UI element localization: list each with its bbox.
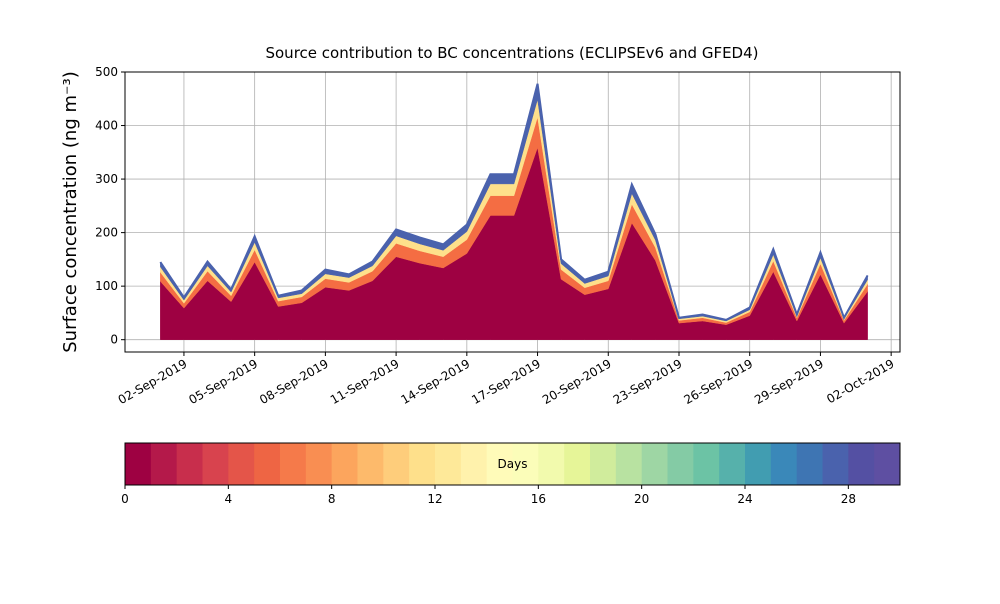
x-tick-label: 29-Sep-2019 xyxy=(752,356,826,407)
x-tick-label: 02-Sep-2019 xyxy=(116,356,190,407)
colorbar-cell xyxy=(667,443,694,485)
y-tick-label: 0 xyxy=(110,333,118,347)
y-tick-label: 400 xyxy=(95,119,118,133)
colorbar-cell xyxy=(874,443,901,485)
colorbar-cell xyxy=(564,443,591,485)
plot-frame xyxy=(124,71,901,353)
colorbar-cell xyxy=(409,443,436,485)
colorbar-tick-label: 24 xyxy=(737,492,752,506)
colorbar-cell xyxy=(512,443,539,485)
colorbar-cell xyxy=(822,443,849,485)
colorbar-cell xyxy=(357,443,384,485)
y-tick-label: 100 xyxy=(95,279,118,293)
colorbar-tick-label: 4 xyxy=(225,492,233,506)
y-tick-label: 300 xyxy=(95,172,118,186)
chart-title: Source contribution to BC concentrations… xyxy=(265,44,758,62)
x-tick-label: 14-Sep-2019 xyxy=(399,356,473,407)
y-axis-label: Surface concentration (ng m⁻³) xyxy=(60,71,81,353)
colorbar-cell xyxy=(796,443,823,485)
colorbar-cell xyxy=(305,443,333,485)
colorbar-cell xyxy=(848,443,875,485)
colorbar-cell xyxy=(641,443,668,485)
x-tick-label: 20-Sep-2019 xyxy=(540,356,614,407)
colorbar-cell xyxy=(538,443,565,485)
colorbar-cell xyxy=(719,443,746,485)
colorbar-tick-label: 16 xyxy=(531,492,546,506)
colorbar-cell xyxy=(383,443,410,485)
colorbar-cell xyxy=(125,443,152,485)
x-tick-label: 02-Oct-2019 xyxy=(824,356,896,406)
colorbar-cell xyxy=(460,443,488,485)
x-tick-label: 11-Sep-2019 xyxy=(328,356,402,407)
colorbar-cell xyxy=(150,443,178,485)
colorbar-cell xyxy=(280,443,307,485)
x-tick-label: 05-Sep-2019 xyxy=(186,356,260,407)
colorbar-cell xyxy=(590,443,617,485)
colorbar-cell xyxy=(486,443,513,485)
top-line xyxy=(159,83,869,321)
colorbar-cell xyxy=(228,443,255,485)
colorbar-tick-label: 12 xyxy=(427,492,442,506)
x-tick-label: 17-Sep-2019 xyxy=(469,356,543,407)
colorbar-tick-label: 8 xyxy=(328,492,336,506)
colorbar-cell xyxy=(435,443,462,485)
colorbar-tick-label: 20 xyxy=(634,492,649,506)
colorbar-tick-label: 28 xyxy=(841,492,856,506)
colorbar-frame xyxy=(124,442,901,486)
x-tick-label: 23-Sep-2019 xyxy=(611,356,685,407)
x-tick-label: 26-Sep-2019 xyxy=(681,356,755,407)
colorbar-cell xyxy=(615,443,643,485)
colorbar-cell xyxy=(745,443,772,485)
colorbar-cell xyxy=(254,443,281,485)
colorbar-cell xyxy=(331,443,358,485)
colorbar-cell xyxy=(176,443,203,485)
y-tick-label: 500 xyxy=(95,65,118,79)
colorbar-cell xyxy=(693,443,720,485)
colorbar-tick-label: 0 xyxy=(121,492,129,506)
x-tick-label: 08-Sep-2019 xyxy=(257,356,331,407)
y-tick-label: 200 xyxy=(95,226,118,240)
colorbar-cell xyxy=(770,443,798,485)
colorbar-cell xyxy=(202,443,229,485)
colorbar-label: Days xyxy=(498,457,528,471)
